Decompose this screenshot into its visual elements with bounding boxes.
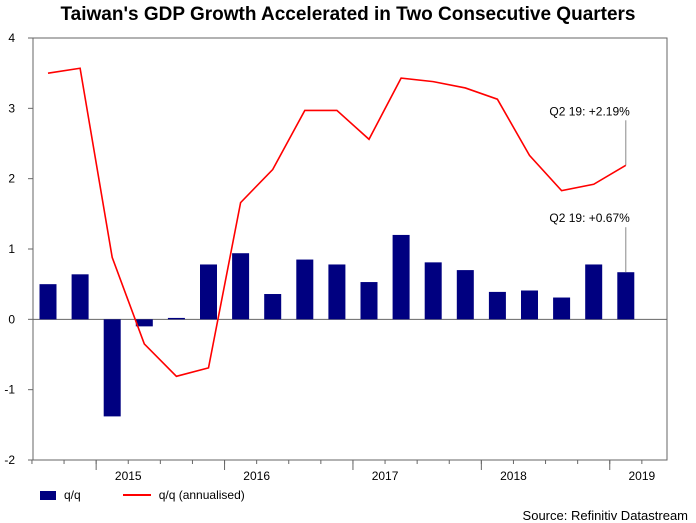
bar: [232, 253, 250, 320]
y-tick-label: 0: [8, 312, 15, 326]
bar: [39, 284, 57, 320]
chart-title: Taiwan's GDP Growth Accelerated in Two C…: [60, 4, 636, 25]
bar: [488, 291, 506, 320]
bar: [585, 264, 603, 320]
bar: [521, 290, 538, 320]
legend: q/q q/q (annualised): [40, 488, 245, 502]
x-tick-label: 2019: [628, 469, 655, 483]
bar: [264, 294, 282, 320]
bar: [167, 317, 185, 320]
legend-label-annualised: q/q (annualised): [158, 488, 245, 502]
y-tick-label: -1: [4, 383, 15, 397]
y-tick-label: 4: [8, 31, 15, 45]
source-note: Source: Refinitiv Datastream: [522, 508, 688, 523]
annotation-line-label: Q2 19: +2.19%: [549, 104, 630, 118]
bar: [296, 259, 314, 320]
legend-label-qq: q/q: [64, 488, 81, 502]
x-tick-label: 2017: [372, 469, 399, 483]
bar: [392, 234, 410, 320]
bar: [617, 272, 635, 320]
bar: [71, 274, 89, 320]
bar: [553, 297, 571, 320]
bar: [103, 319, 121, 417]
annotation-bar-label: Q2 19: +0.67%: [549, 211, 630, 225]
annualised-line: [47, 67, 627, 378]
legend-swatch-bar: [40, 490, 56, 500]
bar: [456, 270, 474, 320]
plot-frame: [32, 37, 668, 461]
x-tick-label: 2016: [243, 469, 270, 483]
y-tick-label: -2: [4, 453, 15, 467]
bar: [328, 264, 346, 320]
bar: [135, 319, 153, 327]
y-tick-label: 3: [8, 101, 15, 115]
y-tick-label: 1: [8, 242, 15, 256]
x-tick-label: 2018: [500, 469, 527, 483]
bar: [200, 264, 217, 320]
x-tick-label: 2015: [115, 469, 142, 483]
bar: [424, 262, 442, 320]
y-tick-label: 2: [8, 172, 15, 186]
bar: [360, 282, 378, 320]
legend-swatch-line: [122, 494, 151, 496]
